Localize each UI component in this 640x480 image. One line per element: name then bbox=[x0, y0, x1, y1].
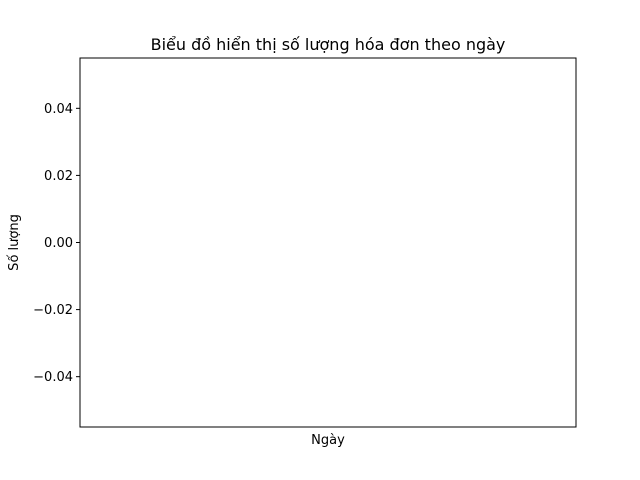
y-tick-label: −0.04 bbox=[33, 370, 73, 385]
y-axis-ticks: 0.04 0.02 0.00 −0.02 −0.04 bbox=[33, 102, 80, 385]
chart-title: Biểu đồ hiển thị số lượng hóa đơn theo n… bbox=[151, 35, 506, 54]
y-tick-label: 0.02 bbox=[44, 169, 73, 184]
y-tick-label: 0.04 bbox=[44, 102, 73, 117]
plot-area bbox=[79, 57, 577, 428]
y-tick-label: 0.00 bbox=[44, 236, 73, 251]
y-axis-label: Số lượng bbox=[7, 214, 22, 271]
x-axis-label: Ngày bbox=[311, 433, 345, 448]
y-tick-label: −0.02 bbox=[33, 303, 73, 318]
